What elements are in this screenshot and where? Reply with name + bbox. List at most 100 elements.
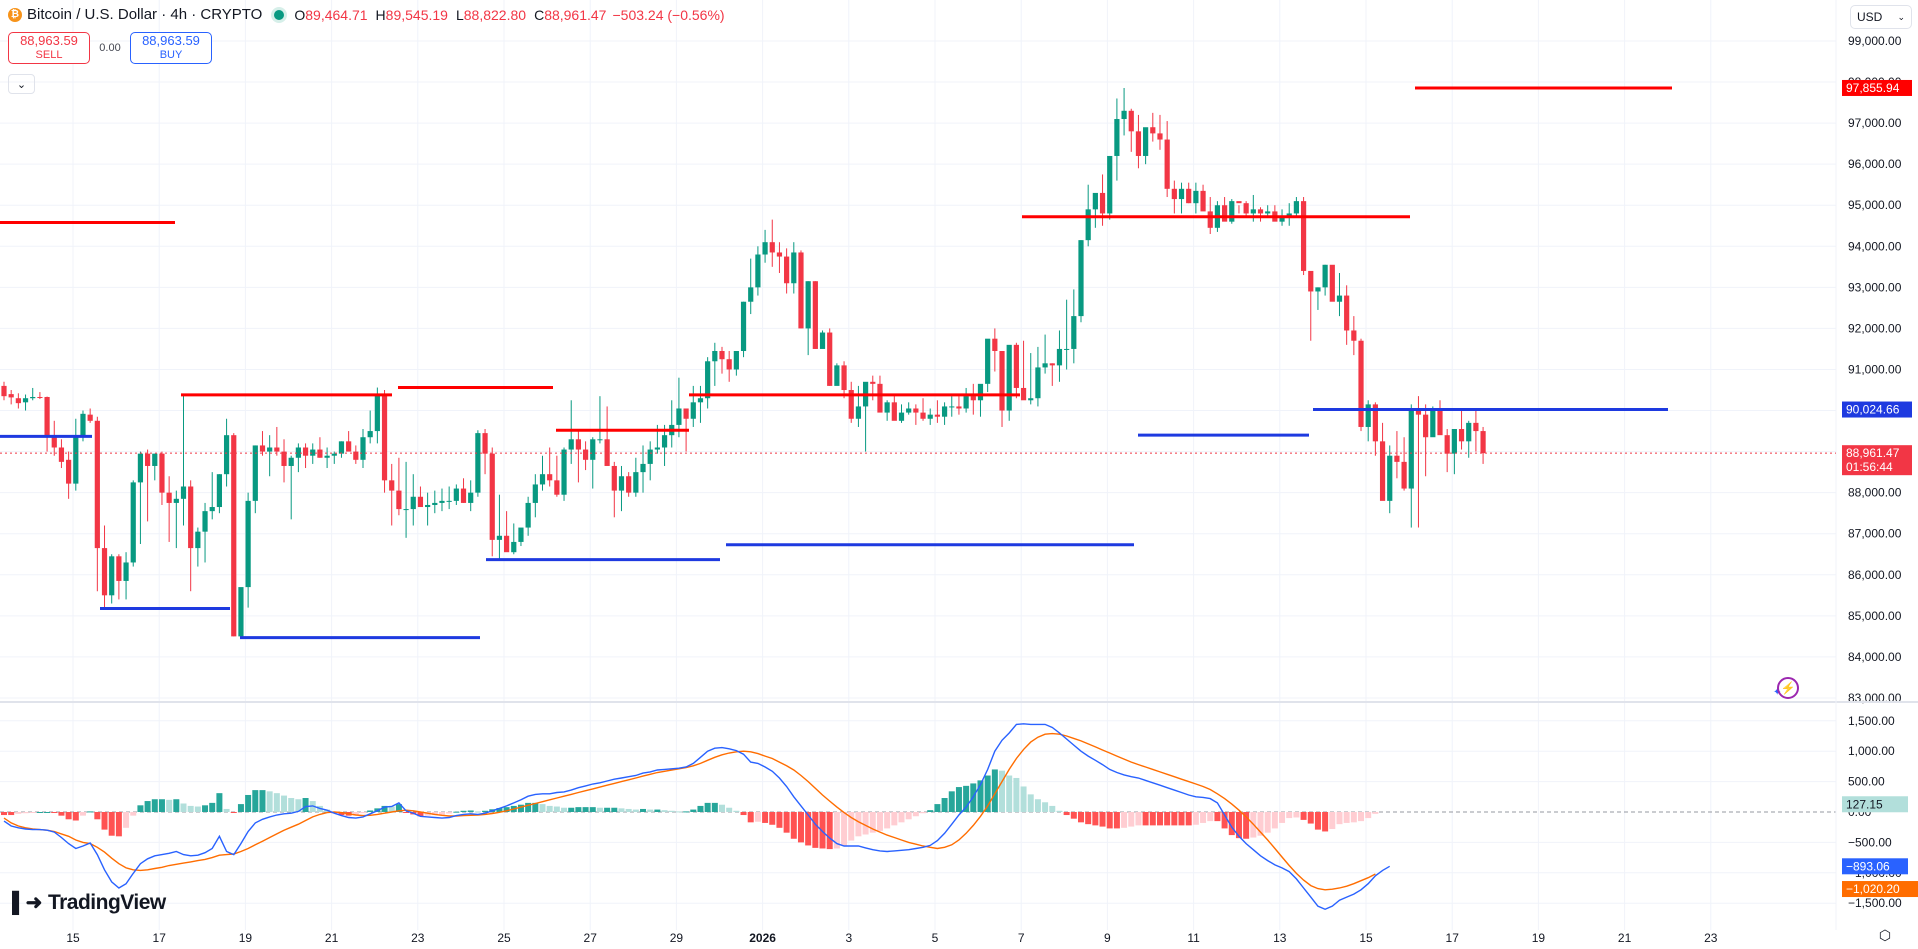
candle-body xyxy=(432,502,438,505)
histogram-bar xyxy=(79,812,86,816)
histogram-bar xyxy=(1329,812,1336,830)
histogram-bar xyxy=(1156,812,1163,826)
axis-label: 87,000.00 xyxy=(1848,527,1902,541)
sell-button[interactable]: 88,963.59 SELL xyxy=(8,32,90,64)
candle-body xyxy=(22,398,29,403)
candle-body xyxy=(374,394,380,432)
candle-body xyxy=(446,500,452,502)
candle-body xyxy=(834,365,840,386)
candle-body xyxy=(532,484,538,503)
histogram-bar xyxy=(273,793,280,812)
settings-gear-icon[interactable]: ⬡ xyxy=(1878,927,1892,943)
histogram-bar xyxy=(1322,812,1329,832)
axis-label: 127.15 xyxy=(1846,797,1883,811)
candle-body xyxy=(137,453,144,483)
candle-body xyxy=(195,531,201,549)
candle-body xyxy=(970,396,976,401)
axis-label: 17 xyxy=(153,931,167,945)
candle-body xyxy=(73,435,79,484)
candle-body xyxy=(719,351,725,360)
histogram-bar xyxy=(367,810,374,812)
histogram-bar xyxy=(1185,812,1192,826)
quick-action-icon[interactable]: ⚡ xyxy=(1777,677,1799,699)
candle-body xyxy=(94,420,100,549)
histogram-bar xyxy=(381,805,388,812)
candle-body xyxy=(396,490,402,510)
candle-body xyxy=(597,439,603,441)
candle-body xyxy=(274,447,280,452)
candle-body xyxy=(690,402,696,419)
candle-body xyxy=(1186,188,1192,204)
candle-body xyxy=(525,502,531,528)
symbol-title[interactable]: Bitcoin / U.S. Dollar · 4h · CRYPTO xyxy=(27,6,263,23)
currency-select[interactable]: USD ⌄ xyxy=(1850,5,1912,29)
candle-body xyxy=(252,445,258,501)
collapse-legend-button[interactable]: ⌄ xyxy=(8,74,35,94)
candle-body xyxy=(1049,363,1055,366)
histogram-bar xyxy=(1372,812,1379,814)
candle-body xyxy=(1121,110,1127,120)
histogram-bar xyxy=(1192,812,1199,825)
histogram-bar xyxy=(848,812,855,841)
histogram-bar xyxy=(1164,812,1171,826)
axis-label: 17 xyxy=(1446,931,1460,945)
candle-body xyxy=(281,451,287,466)
candle-body xyxy=(1394,455,1400,462)
candle-body xyxy=(992,338,998,352)
candle-body xyxy=(80,413,86,436)
candle-body xyxy=(1379,441,1386,501)
candle-body xyxy=(1423,414,1429,438)
candle-body xyxy=(159,453,165,493)
candle-body xyxy=(891,402,897,421)
axis-label: 1,500.00 xyxy=(1848,714,1895,728)
candle-body xyxy=(453,488,459,501)
tradingview-logo[interactable]: ▌➜ TradingView xyxy=(12,890,166,915)
histogram-bar xyxy=(101,812,108,830)
candle-body xyxy=(1344,295,1350,331)
candle-body xyxy=(1042,363,1048,368)
histogram-bar xyxy=(632,809,639,812)
market-status-icon[interactable] xyxy=(274,9,285,20)
histogram-bar xyxy=(618,808,625,812)
candle-body xyxy=(1006,344,1012,411)
chevron-down-icon: ⌄ xyxy=(16,78,27,91)
candle-body xyxy=(1430,410,1436,438)
histogram-bar xyxy=(984,775,991,812)
histogram-bar xyxy=(625,808,632,812)
histogram-bar xyxy=(805,812,812,846)
histogram-bar xyxy=(8,812,15,816)
candle-body xyxy=(539,474,546,485)
candle-body xyxy=(705,361,711,399)
candle-body xyxy=(245,500,251,588)
candle-body xyxy=(1265,211,1271,214)
histogram-bar xyxy=(460,810,467,812)
axis-label: 3 xyxy=(845,931,852,945)
candle-body xyxy=(1351,330,1357,341)
histogram-bar xyxy=(740,812,747,816)
candle-body xyxy=(1114,119,1120,156)
histogram-bar xyxy=(22,812,29,814)
histogram-bar xyxy=(474,811,481,813)
histogram-bar xyxy=(762,812,769,823)
currency-value: USD xyxy=(1857,10,1883,24)
candle-body xyxy=(145,453,151,466)
histogram-bar xyxy=(1336,812,1343,825)
candle-body xyxy=(87,414,93,421)
candle-body xyxy=(1286,213,1292,216)
candle-body xyxy=(1056,348,1063,366)
candle-body xyxy=(633,472,639,493)
candle-body xyxy=(1408,408,1414,489)
histogram-bar xyxy=(173,799,180,812)
histogram-bar xyxy=(295,799,302,812)
histogram-bar xyxy=(115,812,122,837)
axis-label: 88,961.47 xyxy=(1846,446,1900,460)
candle-body xyxy=(582,449,589,460)
candle-body xyxy=(906,408,912,413)
logo-text: TradingView xyxy=(47,890,166,914)
histogram-bar xyxy=(144,801,151,812)
buy-button[interactable]: 88,963.59 BUY xyxy=(130,32,212,64)
candle-body xyxy=(1257,209,1264,214)
histogram-bar xyxy=(438,812,445,815)
histogram-bar xyxy=(532,802,539,812)
